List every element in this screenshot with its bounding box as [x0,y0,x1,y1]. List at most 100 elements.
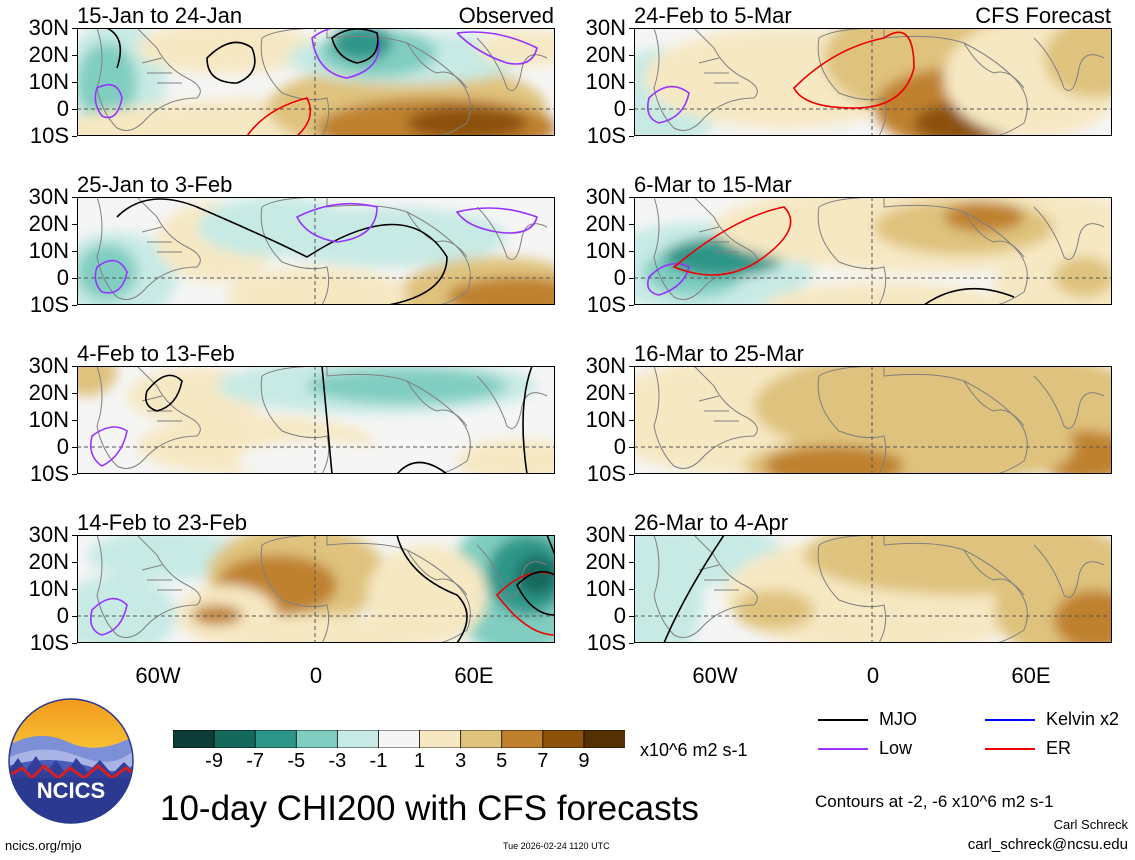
map-panel [634,535,1112,643]
map-panel [634,197,1112,305]
y-tick-label: 0 [613,265,626,290]
colorbar-bin [419,729,462,749]
y-tick-label: 10S [29,292,69,317]
coastline [476,37,548,91]
anomaly-region [457,439,555,474]
coastline [817,375,887,474]
anomaly-region [77,366,117,396]
y-tick-label: 10N [585,238,626,263]
y-axis-ticks [72,27,77,137]
contour-line [89,426,128,467]
colorbar-tick-label: 7 [537,750,549,772]
footer-site[interactable]: ncics.org/mjo [5,838,82,853]
y-tick-label: 10N [585,69,626,94]
coastline [96,28,201,131]
colorbar-tick-label: -7 [246,750,265,772]
logo-text: NCICS [37,778,105,803]
map-panel [77,366,555,474]
y-axis-ticks [629,196,634,306]
coastline [406,549,468,596]
anomaly-region [77,244,137,300]
coastline [406,211,468,258]
colorbar-bin [295,729,339,749]
colorbar-tick-label: 1 [413,750,426,772]
contour-line [672,206,792,276]
colorbar-tick-label: -3 [328,750,347,772]
coastline [476,544,548,598]
contour-line [246,97,312,136]
anomaly-region [307,368,507,404]
contour-note: Contours at -2, -6 x10^6 m2 s-1 [815,792,1054,811]
map-panel [634,28,1112,136]
anomaly-region [77,575,177,643]
map-panel [77,197,555,305]
anomaly-region [87,535,247,580]
map-panel [634,366,1112,474]
ncics-logo: NCICS [8,698,134,824]
y-tick-label: 10S [586,123,626,148]
coastline [406,380,468,427]
coastline [653,197,758,300]
y-tick-label: 10S [586,630,626,655]
y-tick-label: 10N [28,238,69,263]
x-tick-60e-right: 60E [1011,663,1051,688]
map-panel [77,28,555,136]
legend: MJO Kelvin x2 Low ER [818,708,1128,768]
anomaly-region [367,545,487,643]
contour-line [321,366,333,474]
y-tick-label: 20N [585,380,626,405]
coastline [817,544,887,643]
anomaly-region [407,107,527,136]
x-tick-0-right: 0 [866,663,880,688]
anomaly-region [137,28,317,74]
footer-email[interactable]: carl_schreck@ncsu.edu [967,836,1128,853]
colorbar-bin [583,729,626,749]
y-tick-label: 0 [56,603,69,628]
coastline [817,37,887,136]
contour-line [923,287,1015,305]
contour-line [546,535,555,556]
panel-title: 16-Mar to 25-Mar [634,341,804,366]
x-tick-60w-left: 60W [135,663,181,688]
panel-title: 14-Feb to 23-Feb [77,510,247,535]
panel-title: 6-Mar to 15-Mar [634,172,792,197]
y-tick-label: 30N [585,522,626,547]
colorbar-bin [172,729,215,749]
contour-line [646,85,690,124]
colorbar-bin [254,729,298,749]
legend-label-mjo: MJO [879,709,917,729]
anomaly-region [1054,257,1112,297]
coastline [1033,206,1105,260]
legend-line-kelvin [985,719,1035,721]
colorbar-tick-label: 3 [455,750,467,772]
y-tick-label: 10S [29,461,69,486]
colorbar-bin [501,729,544,749]
colorbar-bin [542,729,585,749]
anomaly-region [764,446,904,474]
contour-line [116,198,448,305]
coastline [963,211,1025,258]
anomaly-region [1054,590,1112,643]
forecast-header: CFS Forecast [975,3,1111,28]
coastline [1033,544,1105,598]
panel-title: 4-Feb to 13-Feb [77,341,235,366]
colorbar-tick-label: 9 [578,750,590,772]
y-tick-label: 30N [28,522,69,547]
y-tick-label: 20N [28,380,69,405]
coastline [476,375,548,429]
chart-title: 10-day CHI200 with CFS forecasts [160,789,699,828]
coastline [406,42,468,89]
y-tick-label: 0 [613,96,626,121]
contour-line [331,28,379,64]
contour-line [206,41,256,84]
legend-label-low: Low [879,738,913,758]
anomaly-region [734,590,814,630]
y-tick-label: 30N [585,15,626,40]
colorbar [172,729,626,749]
y-axis-ticks [629,365,634,475]
coastline [653,366,758,469]
anomaly-region [944,202,1024,232]
anomaly-region [477,30,555,66]
contour-line [455,207,538,234]
contour-line [646,262,690,296]
